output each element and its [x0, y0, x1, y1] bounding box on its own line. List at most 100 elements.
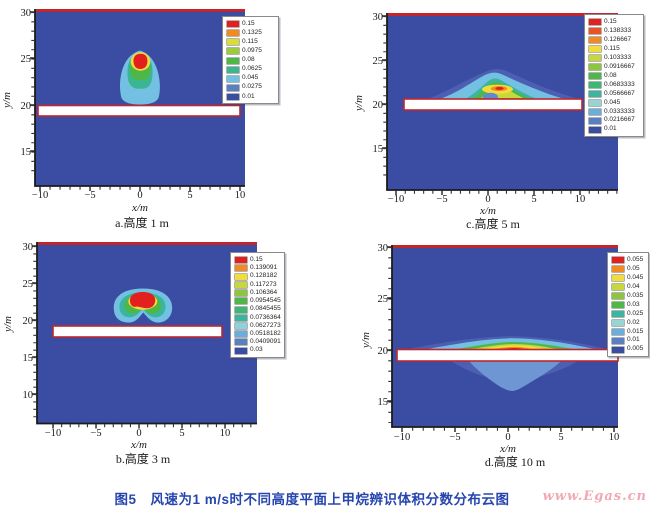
- legend-color-swatch: [612, 310, 624, 317]
- legend-entry: 0.115: [589, 44, 640, 53]
- axes: [34, 9, 245, 187]
- legend-value-label: 0.0627273: [250, 321, 281, 329]
- legend-color-swatch: [227, 66, 239, 73]
- legend-value-label: 0.01: [242, 92, 255, 100]
- legend-value-label: 0.045: [242, 74, 259, 82]
- legend-entry: 0.115: [227, 39, 275, 46]
- x-tick-label: 0: [136, 428, 141, 439]
- legend-color-swatch: [589, 46, 601, 53]
- axes: [391, 245, 618, 428]
- legend-value-label: 0.0216667: [604, 116, 635, 124]
- x-tick-label: −10: [32, 190, 48, 201]
- legend-entry: 0.0333333: [589, 108, 640, 116]
- legend-entry: 0.117273: [235, 280, 281, 289]
- y-tick-label: 15: [21, 147, 32, 158]
- contour-red-core: [129, 292, 156, 309]
- y-axis-title: y/m: [353, 95, 365, 112]
- x-axis-title: x/m: [131, 202, 148, 214]
- slab-bar: [396, 348, 619, 362]
- legend-color-swatch: [589, 55, 601, 62]
- y-tick-label: 30: [378, 243, 389, 254]
- legend-entry: 0.0683333: [589, 80, 640, 89]
- legend-value-label: 0.0518182: [250, 329, 281, 337]
- legend-value-label: 0.0683333: [604, 80, 635, 88]
- legend-value-label: 0.08: [604, 71, 617, 79]
- wall-line: [392, 245, 618, 248]
- y-tick-label: 15: [378, 397, 389, 408]
- legend-color-swatch: [235, 281, 247, 288]
- y-tick-label: 20: [373, 100, 384, 111]
- legend-value-label: 0.04: [627, 282, 640, 290]
- legend-value-label: 0.045: [627, 273, 644, 281]
- legend-color-swatch: [612, 319, 624, 326]
- legend-color-swatch: [235, 265, 247, 272]
- legend-color-swatch: [235, 298, 247, 305]
- legend-value-label: 0.01: [604, 125, 617, 133]
- legend-color-swatch: [589, 37, 601, 44]
- legend-entry: 0.0216667: [589, 117, 640, 124]
- legend-value-label: 0.138333: [604, 26, 632, 34]
- panel-caption: a.高度 1 m: [115, 215, 169, 230]
- legend-entry: 0.04: [612, 282, 645, 291]
- legend-entry: 0.0954545: [235, 298, 281, 305]
- legend-entry: 0.02: [612, 318, 645, 327]
- legend-value-label: 0.015: [627, 327, 644, 335]
- legend-entry: 0.1325: [227, 30, 275, 37]
- legend-color-swatch: [235, 323, 247, 329]
- legend-value-label: 0.01: [627, 336, 640, 344]
- legend-color-swatch: [589, 126, 601, 133]
- legend-color-swatch: [612, 337, 624, 344]
- legend-color-swatch: [612, 301, 624, 308]
- legend-entry: 0.106364: [235, 289, 281, 297]
- x-tick-label: −5: [449, 432, 460, 443]
- legend-entry: 0.08: [227, 57, 275, 64]
- colorbar-legend-d: 0.055 0.05 0.045 0.04 0.035 0.03 0.025 0.02 0.01…: [607, 252, 649, 357]
- x-tick-label: 0: [505, 432, 510, 443]
- panel-caption: c.高度 5 m: [466, 216, 520, 231]
- legend-value-label: 0.0916667: [604, 62, 635, 70]
- legend-value-label: 0.025: [627, 309, 644, 317]
- legend-value-label: 0.117273: [250, 280, 277, 288]
- legend-value-label: 0.0845455: [250, 305, 281, 313]
- legend-color-swatch: [589, 90, 601, 97]
- legend-entry: 0.0627273: [235, 321, 281, 330]
- x-axis-title: x/m: [479, 205, 496, 217]
- x-axis-title: x/m: [499, 443, 516, 455]
- legend-color-swatch: [612, 266, 624, 273]
- legend-color-swatch: [227, 93, 239, 100]
- legend-value-label: 0.0625: [242, 65, 262, 73]
- legend-entry: 0.01: [227, 92, 275, 101]
- legend-value-label: 0.03: [250, 346, 263, 354]
- legend-color-swatch: [235, 257, 247, 264]
- legend-value-label: 0.02: [627, 318, 640, 326]
- legend-color-swatch: [235, 331, 247, 338]
- x-tick-label: −10: [388, 194, 404, 205]
- legend-color-swatch: [227, 84, 239, 91]
- legend-value-label: 0.103333: [604, 53, 632, 61]
- legend-value-label: 0.115: [604, 44, 620, 52]
- y-tick-label: 30: [373, 12, 384, 23]
- colorbar-legend-c: 0.15 0.138333 0.126667 0.115 0.103333 0.09166…: [584, 14, 644, 137]
- y-tick-label: 20: [21, 101, 32, 112]
- x-tick-label: 5: [179, 428, 184, 439]
- legend-color-swatch: [589, 99, 601, 106]
- wall-line: [37, 242, 257, 245]
- y-tick-label: 20: [378, 346, 389, 357]
- legend-value-label: 0.15: [604, 18, 617, 25]
- x-tick-label: 10: [235, 190, 246, 201]
- x-tick-label: 10: [220, 428, 231, 439]
- legend-value-label: 0.0275: [242, 83, 262, 91]
- legend-color-swatch: [612, 346, 624, 353]
- y-tick-label: 25: [23, 279, 34, 290]
- wall-line: [387, 13, 618, 16]
- legend-value-label: 0.0566667: [604, 89, 635, 97]
- legend-color-swatch: [589, 28, 601, 35]
- legend-color-swatch: [235, 290, 247, 297]
- legend-value-label: 0.045: [604, 98, 621, 106]
- plume-contours: [113, 288, 173, 323]
- legend-color-swatch: [227, 21, 239, 28]
- y-tick-label: 15: [23, 353, 34, 364]
- x-tick-label: 10: [609, 432, 620, 443]
- legend-color-swatch: [227, 57, 239, 64]
